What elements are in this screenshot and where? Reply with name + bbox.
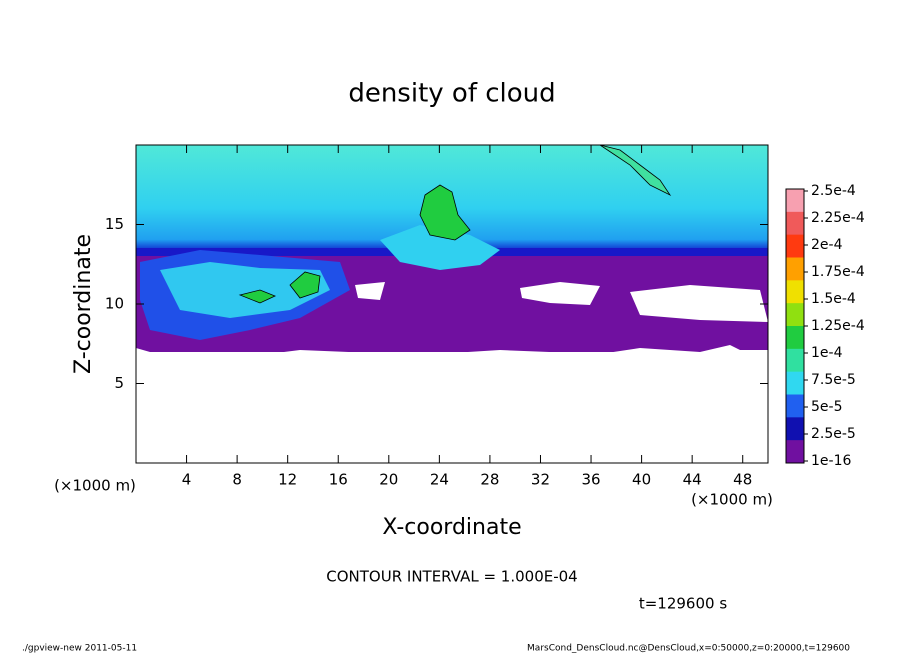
colorbar-label: 2.5e-4 bbox=[811, 183, 856, 199]
x-tick-label: 8 bbox=[232, 471, 242, 489]
colorbar-band bbox=[786, 417, 804, 441]
x-tick-label: 20 bbox=[379, 471, 398, 489]
colorbar-band bbox=[786, 326, 804, 350]
colorbar-band bbox=[786, 280, 804, 304]
x-tick-label: 32 bbox=[531, 471, 550, 489]
x-tick-label: 40 bbox=[632, 471, 651, 489]
colorbar-band bbox=[786, 303, 804, 327]
x-tick-label: 12 bbox=[278, 471, 297, 489]
colorbar-label: 1e-16 bbox=[811, 453, 851, 469]
colorbar-band bbox=[786, 440, 804, 464]
time-label: t=129600 s bbox=[639, 595, 727, 613]
colorbar-band bbox=[786, 371, 804, 395]
x-tick-label: 36 bbox=[581, 471, 600, 489]
x-tick-label: 4 bbox=[182, 471, 192, 489]
colorbar-label: 1.25e-4 bbox=[811, 318, 865, 334]
colorbar-band bbox=[786, 257, 804, 281]
y-unit: (×1000 m) bbox=[54, 477, 136, 495]
chart-title: density of cloud bbox=[348, 79, 555, 109]
y-tick-label: 15 bbox=[105, 215, 124, 233]
x-tick-label: 44 bbox=[683, 471, 702, 489]
footer-left: ./gpview-new 2011-05-11 bbox=[22, 644, 137, 654]
colorbar-band bbox=[786, 348, 804, 373]
colorbar-label: 2e-4 bbox=[811, 237, 843, 253]
x-unit: (×1000 m) bbox=[691, 491, 773, 509]
colorbar-label: 2.5e-5 bbox=[811, 426, 856, 442]
y-axis-label: Z-coordinate bbox=[71, 234, 96, 374]
colorbar-label: 7.5e-5 bbox=[811, 372, 856, 388]
colorbar-band bbox=[786, 211, 804, 236]
x-tick-label: 28 bbox=[480, 471, 499, 489]
y-tick-label: 10 bbox=[105, 295, 124, 313]
colorbar-band bbox=[786, 234, 804, 258]
colorbar-label: 1.75e-4 bbox=[811, 264, 865, 280]
x-tick-label: 48 bbox=[733, 471, 752, 489]
colorbar-label: 1.5e-4 bbox=[811, 291, 856, 307]
x-tick-label: 24 bbox=[430, 471, 449, 489]
x-axis-label: X-coordinate bbox=[382, 515, 521, 540]
colorbar-label: 5e-5 bbox=[811, 399, 842, 415]
colorbar-label: 2.25e-4 bbox=[811, 210, 865, 226]
colorbar-label: 1e-4 bbox=[811, 345, 843, 361]
cloud-field bbox=[136, 145, 768, 463]
x-tick-label: 16 bbox=[329, 471, 348, 489]
colorbar-band bbox=[786, 189, 804, 213]
colorbar-band bbox=[786, 394, 804, 418]
footer-right: MarsCond_DensCloud.nc@DensCloud,x=0:5000… bbox=[527, 644, 850, 654]
contour-interval: CONTOUR INTERVAL = 1.000E-04 bbox=[326, 568, 577, 586]
y-tick-label: 5 bbox=[114, 374, 124, 392]
